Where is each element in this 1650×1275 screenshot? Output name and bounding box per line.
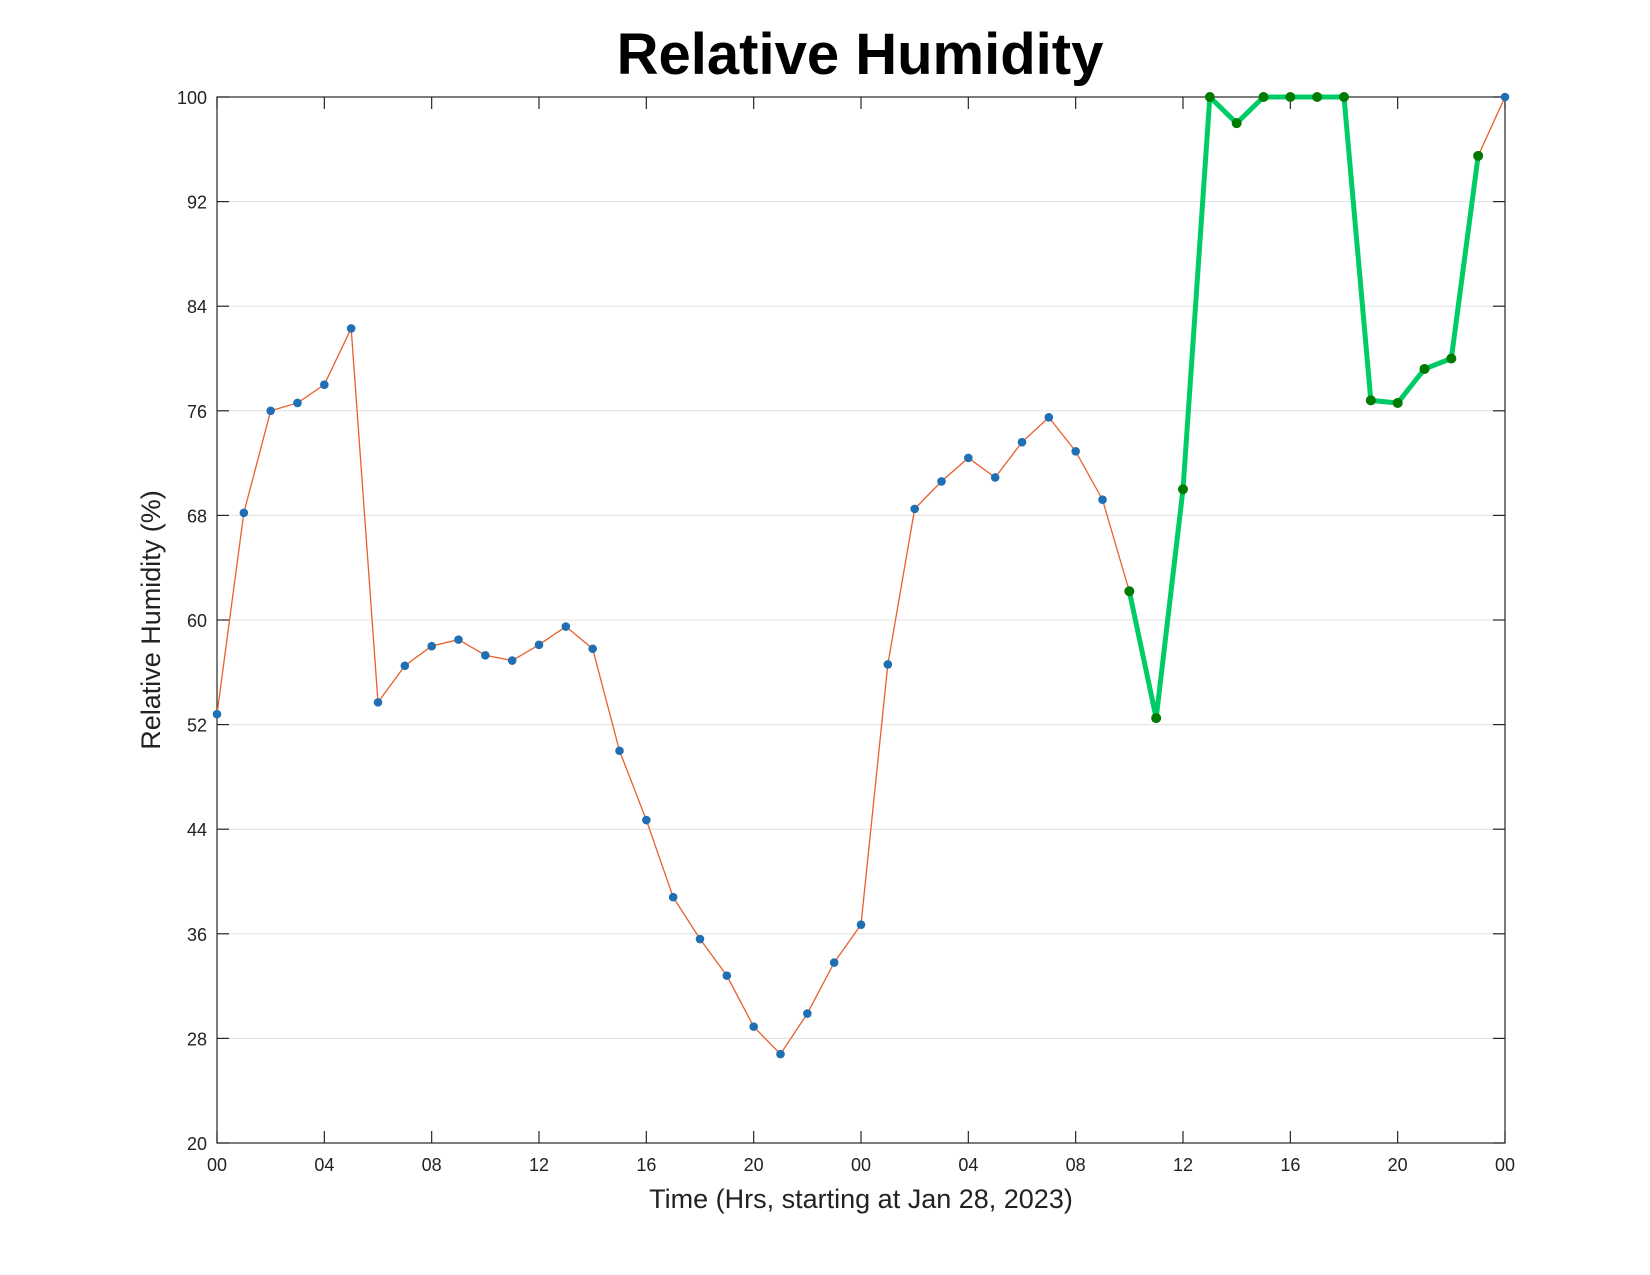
data-point — [615, 746, 624, 756]
x-tick-label: 20 — [744, 1155, 764, 1175]
y-tick-label: 76 — [187, 402, 207, 422]
data-point-highlight — [1231, 118, 1242, 129]
series-markers — [212, 92, 1510, 1059]
data-point-highlight — [1419, 363, 1430, 374]
data-point-highlight — [1473, 150, 1484, 161]
data-point — [1044, 413, 1054, 422]
data-point — [1017, 437, 1027, 447]
x-tick-label: 16 — [1280, 1155, 1300, 1175]
data-point-highlight — [1339, 92, 1349, 102]
x-tick-label: 04 — [314, 1155, 334, 1175]
data-point — [481, 651, 490, 660]
data-point — [212, 709, 222, 719]
data-point — [320, 380, 329, 389]
chart-title: Relative Humidity — [617, 22, 1104, 87]
x-axis-label: Time (Hrs, starting at Jan 28, 2023) — [649, 1184, 1073, 1214]
data-point — [722, 971, 732, 980]
data-point — [803, 1009, 812, 1018]
data-point — [776, 1049, 785, 1059]
x-tick-label: 12 — [529, 1155, 549, 1175]
data-point — [856, 920, 866, 929]
y-tick-label: 20 — [187, 1134, 207, 1154]
data-point-highlight — [1258, 92, 1269, 102]
x-tick-label: 00 — [207, 1155, 227, 1175]
y-tick-label: 36 — [187, 925, 207, 945]
data-point — [454, 635, 463, 644]
y-tick-label: 92 — [187, 193, 207, 213]
data-point — [1500, 92, 1510, 102]
data-point — [561, 622, 571, 631]
data-point-highlight — [1312, 92, 1323, 102]
data-point-highlight — [1392, 397, 1403, 408]
y-tick-label: 84 — [187, 297, 207, 317]
data-point — [990, 473, 1000, 482]
y-tick-label: 68 — [187, 506, 207, 526]
data-point — [239, 508, 249, 518]
data-point — [400, 661, 410, 671]
x-tick-label: 04 — [958, 1155, 978, 1175]
data-point — [937, 477, 946, 486]
data-point — [1071, 447, 1080, 456]
data-point — [883, 660, 893, 669]
series-line-main — [216, 95, 1506, 1056]
data-point-highlight — [1124, 586, 1135, 597]
data-point — [829, 958, 839, 967]
data-point-highlight — [1285, 92, 1296, 102]
data-point — [427, 641, 436, 651]
x-tick-label: 16 — [636, 1155, 656, 1175]
data-point — [373, 698, 383, 707]
y-tick-label: 28 — [187, 1029, 207, 1049]
y-tick-label: 44 — [187, 820, 207, 840]
data-point-highlight — [1204, 92, 1215, 102]
y-axis-label: Relative Humidity (%) — [136, 490, 166, 750]
data-point — [964, 453, 973, 463]
data-point-highlight — [1365, 395, 1376, 406]
data-point — [668, 892, 678, 902]
data-point — [507, 656, 517, 665]
y-tick-label: 52 — [187, 716, 207, 736]
data-point — [910, 504, 919, 514]
data-point — [346, 324, 356, 333]
data-point-highlight — [1151, 713, 1162, 724]
y-tick-label: 60 — [187, 611, 207, 631]
data-point — [642, 815, 651, 825]
x-tick-label: 08 — [1066, 1155, 1086, 1175]
x-tick-label: 00 — [1495, 1155, 1515, 1175]
x-tick-label: 12 — [1173, 1155, 1193, 1175]
series-lines — [216, 94, 1506, 1056]
gridlines — [217, 201, 1505, 1039]
x-tick-label: 20 — [1388, 1155, 1408, 1175]
x-tick-label: 08 — [422, 1155, 442, 1175]
data-point — [588, 644, 597, 654]
data-point-highlight — [1178, 484, 1188, 495]
data-point — [266, 406, 275, 416]
data-point — [534, 640, 544, 650]
series-line-highlight — [1126, 94, 1481, 721]
data-point — [749, 1022, 758, 1031]
data-point — [1098, 495, 1107, 505]
y-tick-label: 100 — [177, 88, 207, 108]
data-point — [695, 934, 705, 944]
data-point-highlight — [1446, 353, 1457, 364]
x-tick-label: 00 — [851, 1155, 871, 1175]
data-point — [293, 398, 302, 408]
